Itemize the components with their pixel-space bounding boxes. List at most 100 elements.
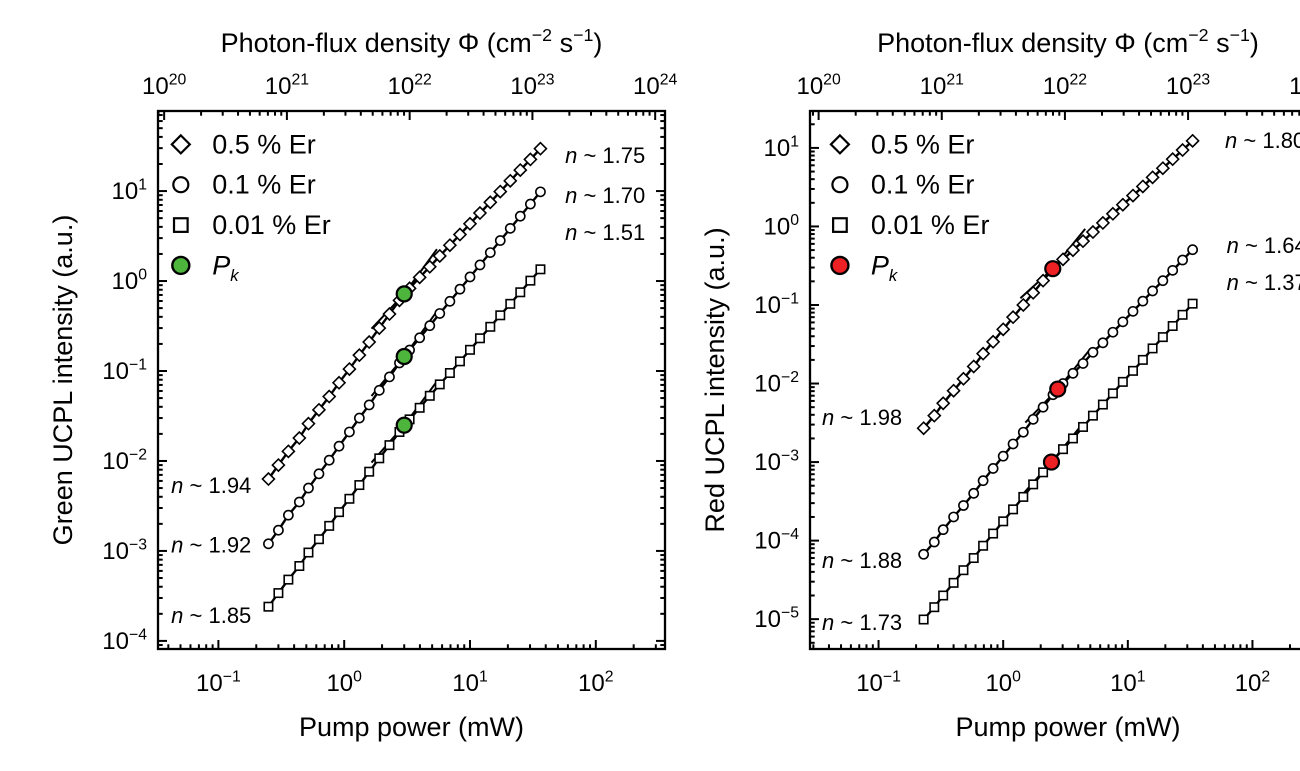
square-marker bbox=[485, 321, 496, 332]
square-marker bbox=[1147, 343, 1158, 354]
diamond-marker bbox=[1135, 179, 1150, 194]
diamond-marker bbox=[916, 421, 931, 436]
square-marker bbox=[1067, 433, 1078, 444]
circle-marker bbox=[997, 450, 1009, 462]
square-marker bbox=[364, 466, 375, 477]
x-tick-label: 101 bbox=[452, 668, 488, 697]
square-legend-marker bbox=[832, 217, 848, 233]
square-marker bbox=[1038, 467, 1049, 478]
legend-label: 0.5 % Er bbox=[871, 129, 975, 159]
left-axis: 101 100 10−1 10−2 10−3 10−4 10−5 bbox=[754, 123, 819, 644]
diamond-marker bbox=[432, 248, 447, 264]
y-tick-label: 10−1 bbox=[754, 290, 799, 319]
circle-marker bbox=[1027, 413, 1039, 425]
square-marker bbox=[1177, 309, 1188, 320]
diamond-marker bbox=[975, 346, 991, 361]
diamond-marker bbox=[322, 389, 337, 404]
square-marker bbox=[948, 577, 959, 588]
circle-marker bbox=[918, 548, 930, 560]
circle-marker bbox=[494, 235, 506, 246]
x-tick-label: 102 bbox=[578, 668, 614, 697]
circle-marker bbox=[514, 210, 526, 222]
circle-marker bbox=[464, 271, 476, 283]
circle-marker bbox=[1087, 346, 1099, 358]
legend-item-square: 0.01 % Er bbox=[832, 210, 989, 240]
square-marker bbox=[495, 310, 506, 321]
square-marker bbox=[263, 601, 274, 612]
square-marker bbox=[1087, 410, 1098, 421]
square-marker bbox=[434, 379, 445, 390]
circle-marker bbox=[1077, 358, 1089, 369]
diamond-marker bbox=[1165, 152, 1180, 167]
square-marker bbox=[978, 540, 989, 551]
x-tick-label: 100 bbox=[326, 668, 362, 697]
diamond-marker bbox=[1075, 234, 1091, 249]
diamond-marker bbox=[1026, 285, 1041, 300]
top-tick-label: 1024 bbox=[1289, 71, 1300, 100]
square-marker bbox=[515, 287, 526, 298]
square-legend-marker bbox=[172, 217, 189, 233]
square-marker bbox=[464, 344, 475, 355]
legend-label: 0.1 % Er bbox=[871, 170, 975, 200]
circle-marker bbox=[373, 384, 385, 396]
circle-marker bbox=[977, 475, 989, 487]
square-marker bbox=[988, 528, 999, 539]
diamond-marker bbox=[1115, 197, 1130, 212]
diamond-marker bbox=[462, 216, 478, 231]
x-tick-label: 10−1 bbox=[856, 668, 901, 697]
square-marker bbox=[1167, 321, 1178, 332]
circle-marker bbox=[535, 186, 546, 198]
diamond-legend-marker bbox=[170, 133, 192, 155]
bottom-axis: 10−1 100 101 102 bbox=[812, 640, 1291, 697]
square-marker bbox=[424, 390, 435, 401]
square-marker bbox=[283, 574, 294, 585]
x-axis-title: Pump power (mW) bbox=[299, 712, 524, 742]
square-marker bbox=[294, 561, 305, 572]
legend-label: Pk bbox=[871, 250, 899, 285]
diamond-marker bbox=[331, 375, 347, 390]
square-marker bbox=[525, 275, 536, 286]
pk-marker bbox=[1044, 260, 1062, 278]
circle-marker bbox=[434, 308, 446, 319]
x-tick-label: 102 bbox=[1235, 668, 1271, 697]
diamond-marker bbox=[301, 416, 316, 431]
circle-marker bbox=[1167, 264, 1179, 276]
diamond-marker bbox=[1035, 273, 1051, 288]
upconversion-power-dependence-figure: 10−1 100 101 102 Pump power (mW) 1020 1021 1022… bbox=[40, 16, 1300, 755]
square-marker bbox=[303, 547, 314, 558]
circle-marker bbox=[353, 412, 365, 424]
pk-legend-marker bbox=[830, 255, 850, 276]
square-marker bbox=[535, 264, 546, 275]
green-ucpl-plot: 10−1 100 101 102 Pump power (mW) 1020 1021 1022… bbox=[48, 25, 678, 742]
red-ucpl-plot: 10−1 100 101 102 Pump power (mW) 1020 1021 1022… bbox=[700, 25, 1300, 742]
diamond-marker bbox=[271, 457, 286, 473]
circle-marker bbox=[1037, 401, 1049, 413]
circle-marker bbox=[424, 320, 436, 332]
diamond-legend-marker bbox=[829, 133, 851, 155]
diamond-marker bbox=[1155, 161, 1170, 176]
series-0.01-er bbox=[918, 298, 1198, 625]
y-tick-label: 101 bbox=[764, 133, 800, 162]
square-marker bbox=[1127, 365, 1138, 376]
diamond-marker bbox=[292, 430, 307, 446]
circle-marker bbox=[333, 440, 345, 452]
diamond-marker bbox=[412, 270, 427, 285]
top-axis: 1020 1021 1022 1023 1024 bbox=[796, 71, 1300, 120]
y-tick-label: 100 bbox=[112, 266, 148, 295]
pk-marker bbox=[1049, 380, 1067, 398]
top-tick-label: 1020 bbox=[796, 71, 840, 100]
diamond-marker bbox=[927, 408, 942, 423]
y-axis-title: Red UCPL intensity (a.u.) bbox=[700, 227, 730, 532]
diamond-marker bbox=[966, 359, 981, 374]
diamond-marker bbox=[1095, 215, 1111, 231]
diamond-marker bbox=[956, 371, 971, 386]
diamond-marker bbox=[1085, 224, 1101, 240]
diamond-marker bbox=[523, 152, 538, 167]
top-tick-label: 1021 bbox=[265, 71, 309, 100]
series-0.1-er bbox=[918, 244, 1199, 560]
diamond-marker bbox=[996, 322, 1011, 337]
diamond-marker bbox=[483, 195, 498, 210]
circle-marker bbox=[414, 332, 426, 344]
square-marker bbox=[1028, 479, 1039, 490]
slope-annotation: n ~ 1.51 bbox=[565, 220, 645, 245]
